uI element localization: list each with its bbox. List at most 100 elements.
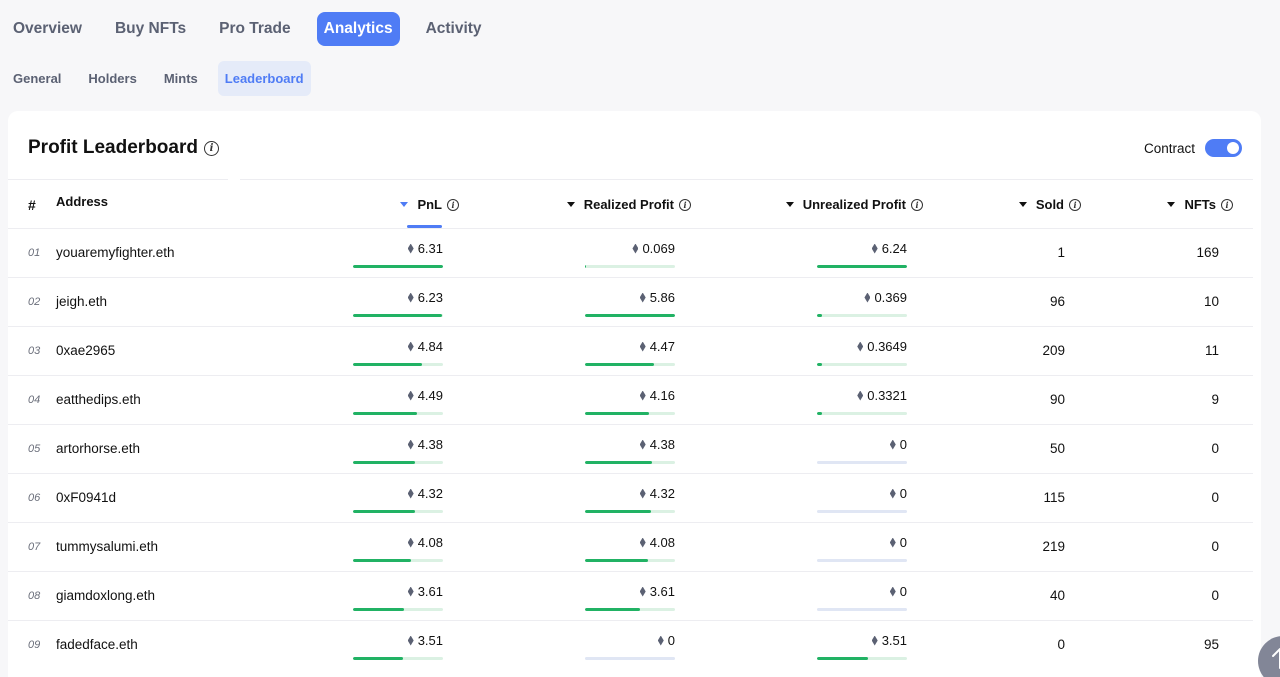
- realized-bar-fill: [585, 461, 653, 464]
- pnl-text: 4.84: [417, 339, 443, 354]
- eth-icon: [407, 243, 414, 254]
- row-rank: 03: [28, 345, 41, 357]
- pnl-bar: [353, 265, 443, 268]
- table-row[interactable]: 02 jeigh.eth 6.23 5.86 0.369 96 10: [8, 277, 1253, 326]
- toggle-knob: [1227, 142, 1239, 154]
- table-row[interactable]: 07 tummysalumi.eth 4.08 4.08 0 219 0: [8, 522, 1253, 571]
- pnl-bar-fill: [353, 657, 404, 660]
- tab-activity[interactable]: Activity: [425, 20, 482, 37]
- realized-text: 4.16: [649, 388, 675, 403]
- sold-count: 0: [1057, 637, 1065, 652]
- realized-text: 5.86: [649, 290, 675, 305]
- row-address[interactable]: eatthedips.eth: [56, 392, 141, 407]
- unrealized-text: 0: [899, 486, 907, 501]
- row-rank: 01: [28, 247, 41, 259]
- header-sold[interactable]: Sold i: [1018, 197, 1081, 212]
- pnl-bar-fill: [353, 461, 416, 464]
- unrealized-value: 3.51: [871, 633, 907, 648]
- header-unrealized-profit[interactable]: Unrealized Profit i: [785, 197, 923, 212]
- subtab-mints[interactable]: Mints: [163, 71, 198, 86]
- unrealized-value: 0.369: [864, 290, 907, 305]
- table-row[interactable]: 05 artorhorse.eth 4.38 4.38 0 50 0: [8, 424, 1253, 473]
- row-address[interactable]: giamdoxlong.eth: [56, 588, 156, 603]
- tab-pro-trade[interactable]: Pro Trade: [219, 20, 291, 37]
- nfts-count: 0: [1211, 490, 1219, 505]
- unrealized-bar: [817, 657, 907, 660]
- pnl-value: 4.38: [407, 437, 443, 452]
- eth-icon: [407, 390, 414, 401]
- sub-tabs: General Holders Mints Leaderboard: [0, 61, 318, 97]
- realized-bar-fill: [585, 314, 675, 317]
- row-address[interactable]: artorhorse.eth: [56, 441, 141, 456]
- sort-caret-icon: [785, 202, 794, 207]
- realized-value: 4.32: [639, 486, 675, 501]
- unrealized-text: 0: [899, 584, 907, 599]
- eth-icon: [407, 341, 414, 352]
- unrealized-text: 0.3649: [867, 339, 907, 354]
- row-address[interactable]: jeigh.eth: [56, 294, 108, 309]
- pnl-value: 4.49: [407, 388, 443, 403]
- unrealized-value: 0: [889, 437, 907, 452]
- row-address[interactable]: youaremyfighter.eth: [56, 245, 175, 260]
- eth-icon: [407, 292, 414, 303]
- table-row[interactable]: 01 youaremyfighter.eth 6.31 0.069 6.24 1…: [8, 228, 1253, 277]
- table-row[interactable]: 08 giamdoxlong.eth 3.61 3.61 0 40 0: [8, 571, 1253, 620]
- scroll-to-top-button[interactable]: [1258, 636, 1280, 677]
- header-address: Address: [56, 194, 109, 209]
- info-icon[interactable]: i: [1221, 198, 1233, 211]
- pnl-text: 4.32: [417, 486, 443, 501]
- tab-overview[interactable]: Overview: [13, 20, 82, 37]
- unrealized-text: 3.51: [881, 633, 907, 648]
- pnl-bar: [353, 412, 443, 415]
- row-rank: 05: [28, 443, 41, 455]
- eth-icon: [889, 537, 896, 548]
- unrealized-text: 0.369: [874, 290, 907, 305]
- sold-count: 40: [1049, 588, 1065, 603]
- pnl-bar-fill: [353, 265, 443, 268]
- row-rank: 06: [28, 492, 41, 504]
- unrealized-text: 6.24: [881, 241, 907, 256]
- info-icon[interactable]: i: [203, 140, 219, 156]
- arrow-up-icon: [1272, 648, 1280, 669]
- header-sold-label: Sold: [1035, 197, 1064, 212]
- table-row[interactable]: 03 0xae2965 4.84 4.47 0.3649 209 11: [8, 326, 1253, 375]
- sold-count: 1: [1057, 245, 1065, 260]
- eth-icon: [857, 390, 864, 401]
- active-sort-indicator: [407, 225, 442, 228]
- row-address[interactable]: 0xae2965: [56, 343, 116, 358]
- table-row[interactable]: 04 eatthedips.eth 4.49 4.16 0.3321 90 9: [8, 375, 1253, 424]
- subtab-leaderboard[interactable]: Leaderboard: [217, 61, 311, 96]
- header-pnl[interactable]: PnL i: [400, 197, 459, 212]
- info-icon[interactable]: i: [679, 198, 691, 211]
- realized-bar: [585, 461, 675, 464]
- row-address[interactable]: 0xF0941d: [56, 490, 117, 505]
- profit-leaderboard-card: Profit Leaderboard i Contract # Address …: [8, 111, 1261, 677]
- unrealized-bar: [817, 510, 907, 513]
- row-address[interactable]: tummysalumi.eth: [56, 539, 159, 554]
- nfts-count: 0: [1211, 588, 1219, 603]
- eth-icon: [407, 488, 414, 499]
- realized-bar: [585, 559, 675, 562]
- pnl-value: 4.08: [407, 535, 443, 550]
- contract-toggle[interactable]: [1205, 139, 1242, 157]
- subtab-holders[interactable]: Holders: [88, 71, 137, 86]
- header-nfts[interactable]: NFTs i: [1167, 197, 1233, 212]
- table-row[interactable]: 09 fadedface.eth 3.51 0 3.51 0 95: [8, 620, 1253, 669]
- tab-analytics[interactable]: Analytics: [316, 12, 400, 46]
- realized-text: 3.61: [649, 584, 675, 599]
- tab-buy-nfts[interactable]: Buy NFTs: [114, 20, 187, 37]
- header-realized-label: Realized Profit: [583, 197, 674, 212]
- info-icon[interactable]: i: [447, 198, 459, 211]
- table-row[interactable]: 06 0xF0941d 4.32 4.32 0 115 0: [8, 473, 1253, 522]
- pnl-text: 3.61: [417, 584, 443, 599]
- pnl-bar: [353, 363, 443, 366]
- row-address[interactable]: fadedface.eth: [56, 637, 138, 652]
- subtab-general[interactable]: General: [13, 71, 62, 86]
- eth-icon: [889, 586, 896, 597]
- info-icon[interactable]: i: [1069, 198, 1081, 211]
- pnl-value: 4.84: [407, 339, 443, 354]
- realized-value: 4.16: [639, 388, 675, 403]
- eth-icon: [871, 243, 878, 254]
- header-realized-profit[interactable]: Realized Profit i: [566, 197, 691, 212]
- info-icon[interactable]: i: [911, 198, 923, 211]
